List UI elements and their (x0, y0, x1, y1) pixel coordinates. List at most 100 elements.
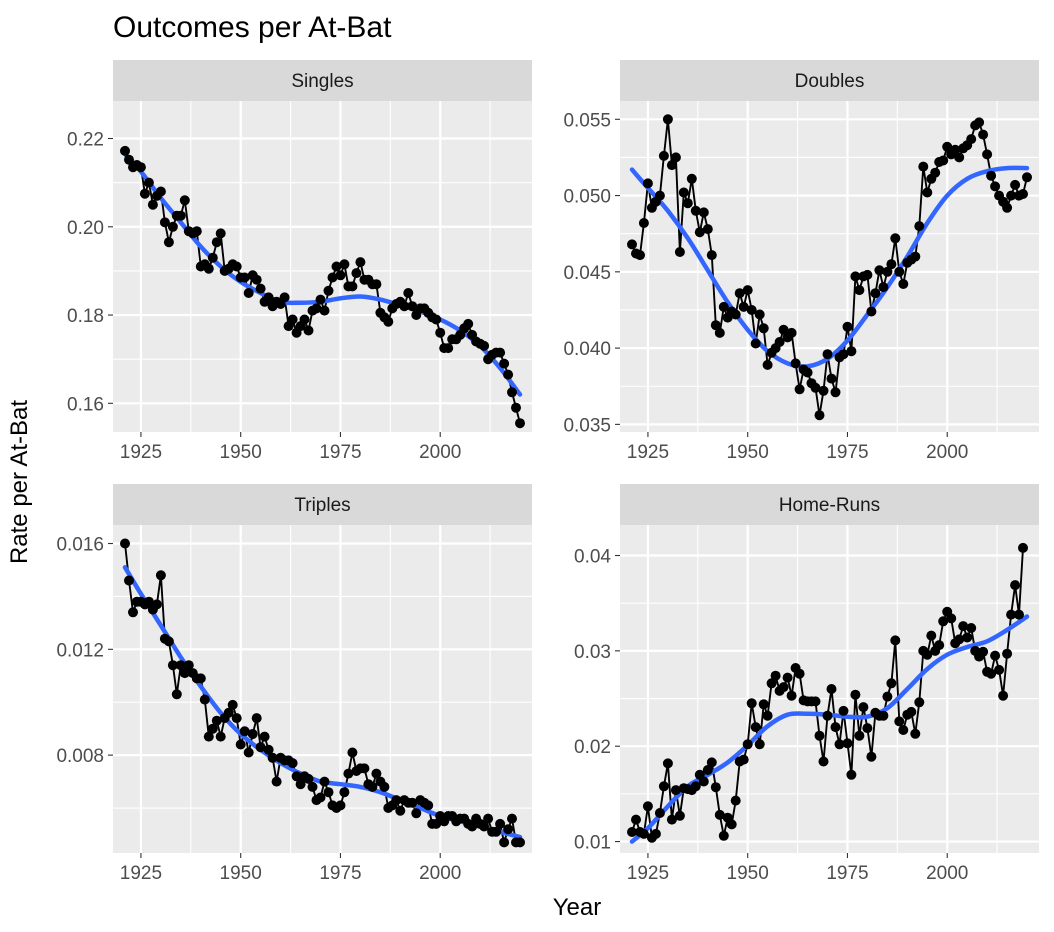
y-tick-label: 0.045 (563, 263, 611, 284)
data-point-triples (479, 821, 490, 832)
data-point-singles (239, 272, 250, 283)
data-point-singles (435, 327, 446, 338)
data-point-home-runs (826, 684, 837, 694)
data-point-doubles (794, 384, 805, 395)
data-point-doubles (978, 129, 989, 140)
data-point-triples (323, 787, 334, 798)
data-point-doubles (642, 178, 653, 189)
data-point-triples (199, 694, 210, 705)
data-point-singles (191, 226, 202, 237)
data-point-home-runs (878, 710, 889, 721)
data-point-doubles (718, 301, 729, 312)
data-point-singles (503, 369, 514, 380)
data-point-doubles (986, 170, 997, 181)
data-point-home-runs (758, 699, 769, 710)
data-point-doubles (1022, 172, 1032, 183)
data-point-triples (359, 763, 370, 774)
data-point-doubles (878, 282, 889, 293)
y-tick-label: 0.02 (574, 737, 611, 758)
data-point-triples (211, 715, 222, 726)
data-point-home-runs (786, 690, 797, 701)
data-point-doubles (830, 387, 841, 398)
data-point-doubles (874, 265, 885, 276)
data-point-doubles (654, 190, 665, 201)
data-point-home-runs (946, 613, 957, 624)
data-point-doubles (790, 358, 801, 369)
x-tick-label: 1925 (627, 863, 669, 884)
data-point-singles (399, 301, 410, 312)
data-point-triples (315, 792, 326, 803)
data-point-doubles (818, 385, 829, 396)
data-point-singles (507, 387, 517, 398)
y-tick-label: 0.055 (563, 110, 611, 131)
panel-home-runs: Home-Runs 0.01 0.02 0.03 0.04 1925 1950 1975 200… (574, 484, 1039, 884)
x-tick-label: 2000 (926, 442, 968, 463)
data-point-singles (203, 263, 214, 274)
data-point-doubles (850, 271, 861, 282)
data-point-doubles (734, 288, 745, 299)
data-point-doubles (742, 285, 753, 296)
data-point-home-runs (726, 819, 737, 830)
strip-home-runs (620, 484, 1039, 525)
data-point-home-runs (782, 672, 793, 683)
data-point-home-runs (850, 689, 861, 700)
data-point-singles (431, 314, 442, 325)
data-point-doubles (1006, 190, 1017, 201)
data-point-doubles (950, 144, 961, 155)
data-point-singles (231, 261, 242, 272)
data-point-singles (215, 228, 226, 239)
data-point-triples (247, 729, 258, 739)
data-point-doubles (762, 359, 773, 370)
data-point-triples (231, 713, 242, 724)
data-point-singles (179, 195, 190, 206)
data-point-singles (347, 281, 358, 292)
data-point-triples (179, 668, 190, 679)
data-point-singles (479, 340, 490, 351)
data-point-singles (287, 314, 298, 325)
data-point-triples (171, 689, 182, 700)
data-point-doubles (954, 152, 965, 163)
data-point-home-runs (994, 664, 1005, 675)
data-point-home-runs (838, 705, 849, 716)
y-tick-label: 0.01 (574, 833, 611, 854)
data-point-doubles (627, 239, 637, 250)
data-point-home-runs (627, 827, 637, 837)
data-point-singles (263, 292, 274, 303)
data-point-doubles (682, 198, 693, 209)
data-point-doubles (658, 150, 669, 161)
data-point-triples (120, 538, 130, 549)
data-point-home-runs (654, 808, 665, 818)
data-point-doubles (930, 167, 941, 178)
data-point-triples (287, 758, 298, 769)
data-point-doubles (886, 259, 897, 270)
data-point-triples (155, 570, 166, 581)
data-point-home-runs (638, 828, 649, 839)
data-point-doubles (1018, 189, 1028, 199)
data-point-home-runs (830, 722, 841, 733)
data-point-home-runs (954, 634, 965, 645)
data-point-triples (291, 771, 302, 782)
data-point-doubles (758, 323, 769, 334)
data-point-home-runs (1010, 580, 1021, 591)
data-point-doubles (938, 155, 949, 166)
data-point-doubles (802, 367, 813, 378)
data-point-doubles (702, 224, 713, 235)
data-point-home-runs (978, 646, 989, 657)
data-point-home-runs (766, 678, 777, 689)
data-point-home-runs (1002, 648, 1013, 659)
x-axis-label: Year (553, 894, 602, 921)
y-tick-label: 0.012 (56, 640, 104, 661)
data-point-home-runs (938, 616, 949, 627)
data-point-singles (371, 279, 382, 290)
data-point-home-runs (631, 814, 641, 825)
data-point-home-runs (738, 754, 749, 765)
data-point-doubles (710, 320, 721, 331)
data-point-home-runs (898, 725, 909, 735)
data-point-doubles (678, 187, 689, 198)
data-point-home-runs (718, 830, 729, 841)
data-point-triples (271, 776, 282, 787)
data-point-doubles (814, 410, 825, 421)
y-tick-label: 0.03 (574, 642, 611, 663)
data-point-triples (339, 787, 350, 798)
data-point-home-runs (882, 691, 893, 702)
